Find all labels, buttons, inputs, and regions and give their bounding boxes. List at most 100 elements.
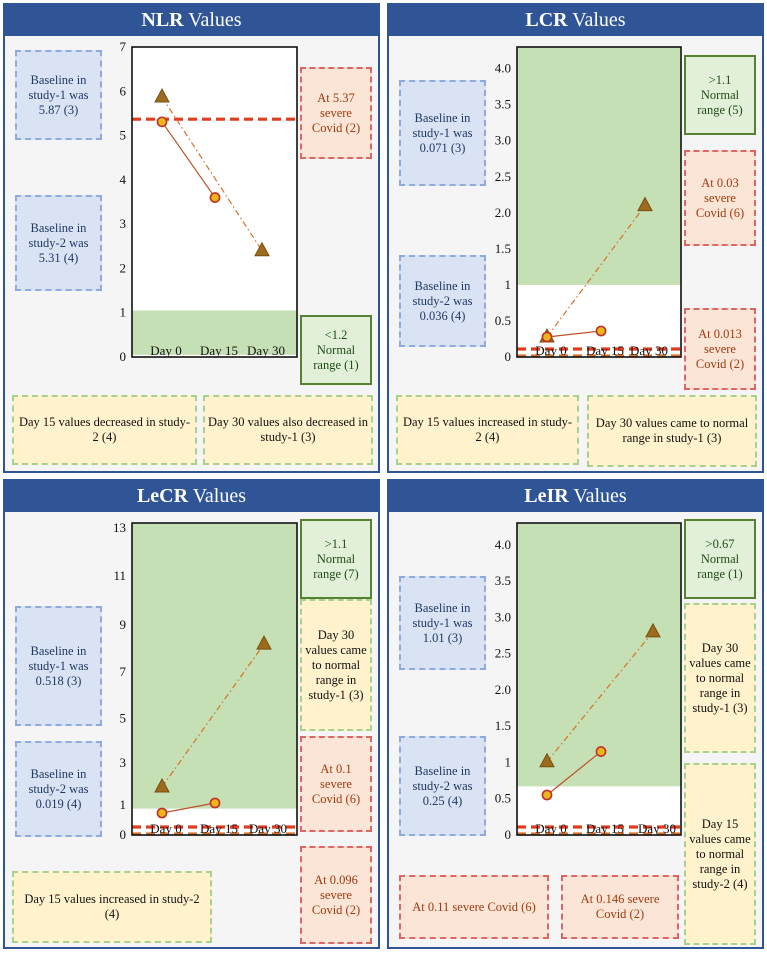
normal-range-band xyxy=(132,310,297,355)
plot-frame xyxy=(516,522,682,836)
y-tick-label: 5 xyxy=(120,711,127,726)
panel-title-rest: Values xyxy=(188,9,242,31)
x-tick-label: Day 30 xyxy=(638,821,676,836)
study1-trend-line xyxy=(546,631,654,763)
y-tick-label: 1 xyxy=(505,754,512,769)
y-tick-label: 9 xyxy=(120,617,127,632)
study1-baseline-callout: Baseline in study-1 was 0.518 (3) xyxy=(15,606,102,726)
study2-baseline-callout: Baseline in study-2 was 0.036 (4) xyxy=(399,255,486,347)
x-tick-label: Day 15 xyxy=(200,343,238,358)
study2-point xyxy=(209,192,221,203)
y-tick-label: 3.5 xyxy=(495,97,511,112)
study1-baseline-callout: Baseline in study-1 was 0.071 (3) xyxy=(399,80,486,186)
plot-frame xyxy=(131,46,298,358)
y-tick-label: 6 xyxy=(120,83,127,98)
y-tick-label: 0 xyxy=(505,349,512,364)
study1-baseline-callout: Baseline in study-1 was 1.01 (3) xyxy=(399,576,486,670)
panel-title: LeCR Values xyxy=(5,481,378,512)
normal-range-band xyxy=(132,523,297,809)
study1-point xyxy=(637,196,653,212)
day30-callout: Day 30 values came to normal range in st… xyxy=(587,395,757,467)
x-tick-label: Day 30 xyxy=(247,343,285,358)
normal-range-band xyxy=(517,523,681,787)
x-tick-label: Day 15 xyxy=(200,821,238,836)
nlr-panel: NLR Values 0 1 2 3 4 5 6 7 Day 0 Day 15 Day 30 Bas… xyxy=(3,3,380,473)
study2-point xyxy=(156,116,168,128)
panel-title-bold: LeIR xyxy=(524,485,569,507)
normal-range-callout: >1.1 Normal range (7) xyxy=(300,519,372,599)
study1-point xyxy=(154,87,170,103)
y-tick-label: 0.5 xyxy=(495,791,511,806)
x-tick-label: Day 0 xyxy=(535,343,566,358)
x-tick-label: Day 0 xyxy=(150,343,181,358)
normal-range-band xyxy=(517,47,681,285)
x-tick-label: Day 30 xyxy=(249,821,287,836)
y-tick-label: 0 xyxy=(505,827,512,842)
x-tick-label: Day 0 xyxy=(150,821,181,836)
y-tick-label: 2.5 xyxy=(495,169,511,184)
y-tick-label: 13 xyxy=(113,520,126,535)
y-tick-label: 11 xyxy=(113,568,126,583)
y-tick-label: 7 xyxy=(120,664,127,679)
y-tick-label: 3 xyxy=(120,755,127,770)
day15-callout: Day 15 values increased in study-2 (4) xyxy=(12,871,212,943)
panel-title-rest: Values xyxy=(192,485,247,507)
panel-title: LeIR Values xyxy=(389,481,762,512)
study1-trend-line xyxy=(161,643,265,788)
study1-point xyxy=(256,635,272,650)
lcr-chart: 0 0.5 1 1.5 2.0 2.5 3.0 3.5 4.0 Day 0 Day 15 Day 30 xyxy=(495,46,683,364)
normal-range-callout: >1.1 Normal range (5) xyxy=(684,55,756,135)
y-tick-label: 2.0 xyxy=(495,682,511,697)
severe-covid-callout-6: At 0.11 severe Covid (6) xyxy=(399,875,549,939)
study2-baseline-callout: Baseline in study-2 was 0.25 (4) xyxy=(399,736,486,836)
study2-point xyxy=(595,325,607,337)
y-tick-label: 3.5 xyxy=(495,573,511,588)
study2-point xyxy=(156,807,168,819)
x-tick-label: Day 15 xyxy=(586,343,624,358)
severe-covid-callout-2: At 0.096 severe Covid (2) xyxy=(300,846,372,944)
study2-point xyxy=(541,789,553,801)
leir-chart: 0 0.5 1 1.5 2.0 2.5 3.0 3.5 4.0 Day 0 Day 15 Day 30 xyxy=(495,522,683,842)
y-tick-label: 1 xyxy=(120,797,127,812)
study1-trend-line xyxy=(161,96,263,252)
study2-point xyxy=(595,746,607,757)
y-tick-label: 7 xyxy=(120,39,127,54)
study1-point xyxy=(539,752,555,768)
y-tick-label: 4 xyxy=(120,172,127,187)
plot-frame xyxy=(131,522,298,836)
y-tick-label: 0 xyxy=(120,349,127,364)
study1-trend-line xyxy=(546,205,646,338)
y-tick-label: 3 xyxy=(120,216,127,231)
x-tick-label: Day 30 xyxy=(630,343,668,358)
severe-covid-callout-6: At 0.1 severe Covid (6) xyxy=(300,736,372,832)
x-tick-label: Day 0 xyxy=(535,821,566,836)
normal-range-callout: <1.2 Normal range (1) xyxy=(300,315,372,385)
panel-title-bold: LeCR xyxy=(136,485,189,507)
plot-frame xyxy=(516,46,682,358)
study1-baseline-callout: Baseline in study-1 was 5.87 (3) xyxy=(15,50,102,140)
y-tick-label: 1.5 xyxy=(495,241,511,256)
y-tick-label: 0 xyxy=(120,827,127,842)
leir-panel: LeIR Values 0 0.5 1 1.5 2.0 2.5 3.0 3.5 4.0 Day 0… xyxy=(387,479,764,949)
study1-point xyxy=(645,622,661,638)
y-tick-label: 5 xyxy=(120,128,127,143)
severe-covid-callout-2: At 0.146 severe Covid (2) xyxy=(561,875,679,939)
study2-point xyxy=(209,797,221,809)
panel-title-bold: LCR xyxy=(525,9,568,31)
y-tick-label: 4.0 xyxy=(495,537,511,552)
study2-baseline-callout: Baseline in study-2 was 5.31 (4) xyxy=(15,195,102,291)
day30-callout: Day 30 values came to normal range in st… xyxy=(684,603,756,753)
panel-title: LCR Values xyxy=(389,5,762,36)
day15-callout: Day 15 values increased in study-2 (4) xyxy=(396,395,579,465)
severe-covid-callout: At 5.37 severe Covid (2) xyxy=(300,67,372,159)
lecr-panel: LeCR Values 0 1 3 5 7 9 11 13 Day 0 Day 15 Day 30 … xyxy=(3,479,380,949)
y-tick-label: 2.5 xyxy=(495,646,511,661)
study2-trend-line xyxy=(161,802,216,814)
study2-trend-line xyxy=(546,330,602,338)
y-tick-label: 3.0 xyxy=(495,133,511,148)
normal-range-callout: >0.67 Normal range (1) xyxy=(684,519,756,599)
y-tick-label: 2 xyxy=(120,260,127,275)
study2-trend-line xyxy=(161,121,216,198)
y-tick-label: 0.5 xyxy=(495,313,511,328)
day30-callout: Day 30 values came to normal range in st… xyxy=(300,599,372,731)
